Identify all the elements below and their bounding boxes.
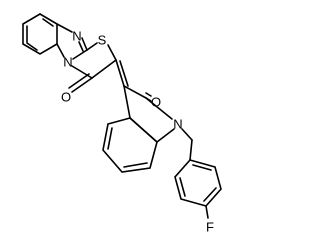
atom-label: O (151, 95, 161, 110)
double-bond (42, 18, 54, 27)
double-bond (68, 73, 90, 89)
molecule: N SNO ONF (22, 13, 222, 235)
bond (56, 23, 73, 33)
bond (72, 49, 88, 60)
double-bond (119, 60, 129, 87)
double-bond (26, 42, 38, 51)
double-bond (107, 127, 113, 150)
bond (107, 44, 117, 61)
atom-label: N (63, 55, 72, 70)
bond (71, 77, 93, 93)
bond (115, 59, 125, 87)
atom-label: N (173, 117, 182, 132)
bond (56, 43, 65, 58)
atom-label: S (98, 33, 107, 48)
bond (91, 59, 117, 79)
bond (189, 139, 193, 161)
double-bond (192, 164, 212, 171)
bond (123, 85, 131, 119)
bond (205, 205, 209, 219)
atom-labels: N SNO ONF (61, 29, 214, 235)
bond (81, 37, 88, 51)
page: {"atoms": [{"label": "N"}, {"label": "S"… (22, 13, 222, 235)
double-bond (203, 187, 217, 202)
ring (22, 13, 58, 55)
atom-label: N (72, 29, 81, 44)
double-bond (78, 41, 84, 52)
double-bond (145, 92, 152, 97)
bond (71, 65, 93, 79)
bond (156, 128, 175, 143)
bond (86, 42, 98, 51)
ring (102, 117, 158, 173)
atom-label: F (206, 220, 214, 235)
bonds (22, 13, 222, 219)
bond (145, 97, 173, 120)
bond (181, 128, 193, 141)
atom-label: O (61, 90, 71, 105)
double-bond (179, 177, 186, 197)
double-bond (123, 162, 148, 168)
bond (123, 85, 147, 99)
